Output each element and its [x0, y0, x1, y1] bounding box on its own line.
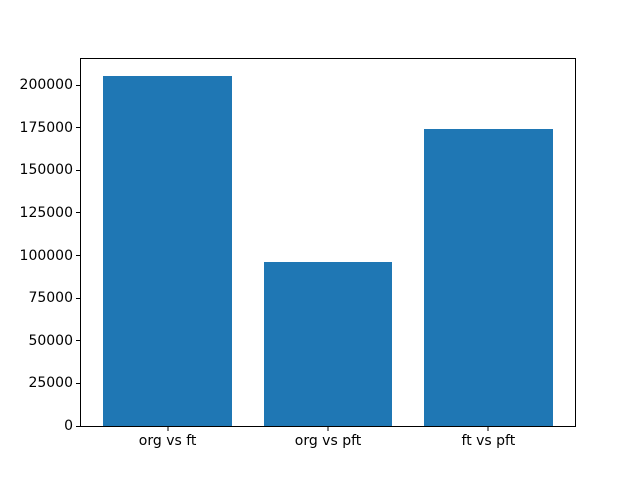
y-tick-mark [76, 169, 80, 171]
x-tick-label: ft vs pft [461, 433, 516, 449]
bar-ft-vs-pft [424, 129, 553, 426]
y-tick-label: 50000 [28, 332, 73, 349]
y-tick-mark [76, 84, 80, 86]
y-tick-label: 150000 [19, 162, 73, 179]
y-tick-label: 75000 [28, 290, 73, 307]
y-tick-mark [76, 425, 80, 427]
bar-org-vs-ft [103, 76, 232, 426]
y-tick-label: 100000 [19, 247, 73, 264]
y-tick-label: 25000 [28, 375, 73, 392]
y-tick-mark [76, 127, 80, 129]
plot-area: org vs ft org vs pft ft vs pft 0 25000 50000 7… [20, 58, 576, 448]
bar-org-vs-pft [263, 262, 393, 426]
y-tick-label: 175000 [19, 119, 73, 136]
y-tick-mark [76, 255, 80, 257]
y-tick-mark [76, 297, 80, 299]
x-tick-mark [327, 427, 329, 431]
y-tick-label: 200000 [19, 77, 73, 94]
x-tick-label: org vs pft [294, 433, 362, 449]
y-tick-mark [76, 340, 80, 342]
y-tick-mark [76, 382, 80, 384]
x-tick-label: org vs ft [138, 433, 197, 449]
y-tick-label: 125000 [19, 204, 73, 221]
y-tick-mark [76, 212, 80, 214]
y-tick-label: 0 [64, 418, 73, 434]
x-tick-mark [167, 427, 169, 431]
x-tick-mark [487, 427, 489, 431]
